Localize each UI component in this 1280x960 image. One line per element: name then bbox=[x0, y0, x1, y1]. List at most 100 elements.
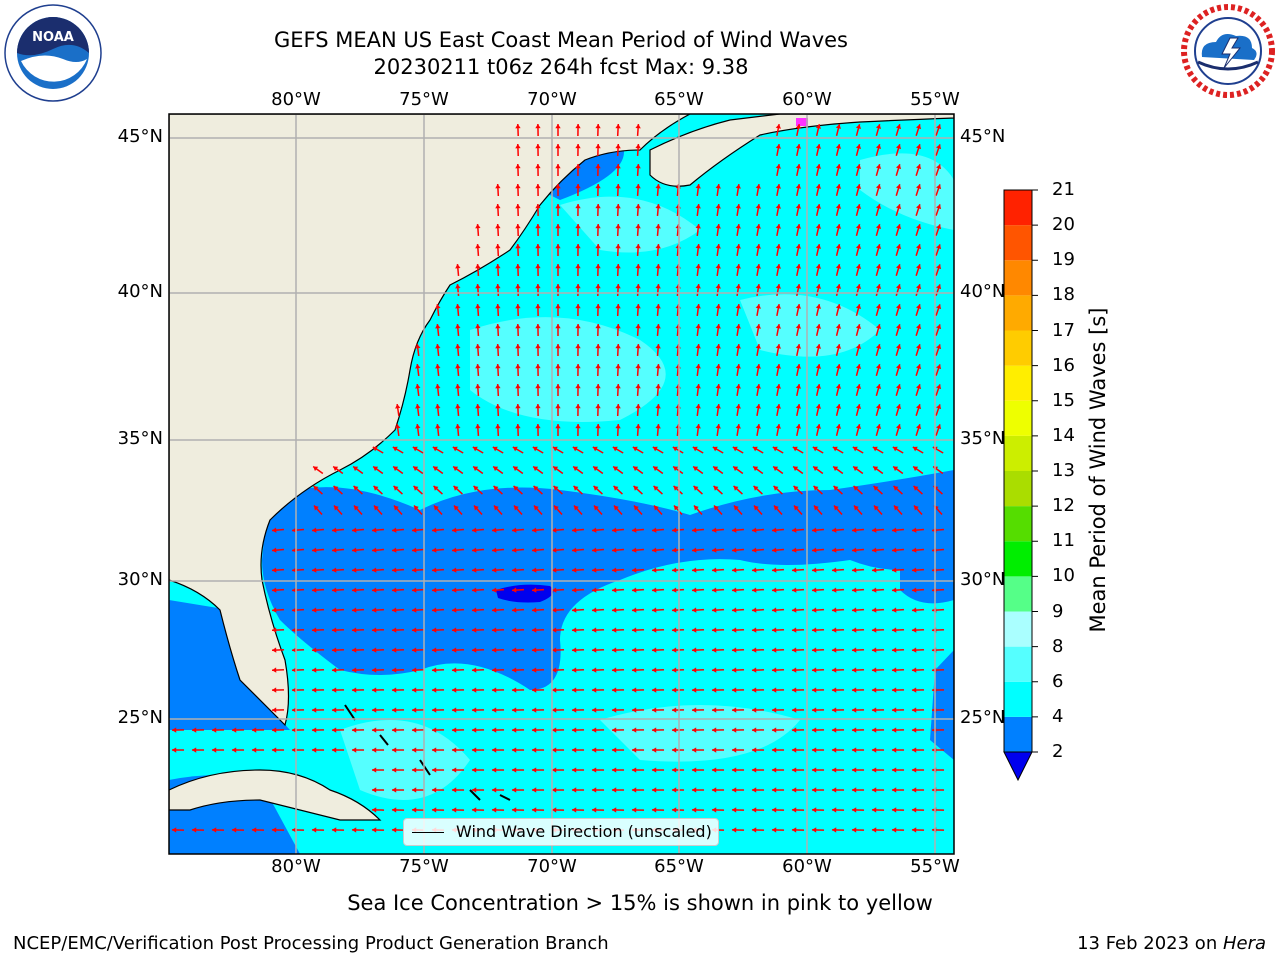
wave-direction-arrowhead bbox=[515, 424, 521, 429]
lat-tick-right: 40°N bbox=[960, 281, 1006, 302]
wave-direction-arrowhead bbox=[595, 144, 601, 149]
wave-direction-arrowhead bbox=[492, 707, 497, 713]
wave-direction-arrowhead bbox=[872, 767, 877, 773]
wave-direction-arrowhead bbox=[552, 807, 557, 813]
wave-direction-arrowhead bbox=[872, 747, 877, 753]
wave-direction-arrowhead bbox=[695, 224, 701, 229]
graticule bbox=[169, 114, 954, 854]
wave-direction-arrowhead bbox=[773, 466, 779, 472]
wave-direction-arrowhead bbox=[232, 727, 237, 733]
wave-direction-arrowhead bbox=[593, 485, 599, 491]
wave-direction-arrowhead bbox=[653, 466, 659, 472]
wave-direction-arrowhead bbox=[392, 627, 397, 633]
wave-direction-arrowhead bbox=[352, 667, 357, 673]
lon-tick-bottom: 65°W bbox=[654, 856, 704, 877]
wave-direction-arrowhead bbox=[713, 485, 719, 491]
wave-direction-arrowhead bbox=[835, 284, 842, 289]
wave-direction-arrowhead bbox=[735, 304, 741, 309]
lon-tick-bottom: 80°W bbox=[271, 856, 321, 877]
wave-direction-arrowhead bbox=[492, 747, 497, 753]
wave-direction-arrowhead bbox=[695, 324, 701, 329]
wave-direction-arrowhead bbox=[412, 627, 417, 633]
wave-direction-arrowhead bbox=[895, 304, 902, 310]
wave-direction-arrowhead bbox=[936, 264, 942, 270]
wave-direction-arrowhead bbox=[692, 747, 697, 753]
map-legend: Wind Wave Direction (unscaled) bbox=[403, 818, 719, 846]
wind-wave-arrows bbox=[171, 123, 945, 833]
wave-direction-arrowhead bbox=[735, 184, 741, 189]
legend-label: Wind Wave Direction (unscaled) bbox=[456, 822, 712, 841]
wave-direction-arrowhead bbox=[552, 627, 557, 633]
wave-direction-arrowhead bbox=[936, 324, 942, 330]
wave-direction-arrowhead bbox=[835, 144, 842, 149]
wave-direction-arrowhead bbox=[572, 647, 577, 653]
wave-direction-arrowhead bbox=[875, 404, 882, 410]
wave-direction-arrowhead bbox=[752, 587, 757, 593]
wave-direction-arrowhead bbox=[612, 647, 617, 653]
wave-direction-arrowhead bbox=[432, 727, 437, 733]
wave-direction-arrowhead bbox=[772, 707, 777, 713]
lon-tick-top: 75°W bbox=[399, 89, 449, 110]
wave-direction-arrowhead bbox=[752, 607, 757, 613]
wave-direction-arrowhead bbox=[735, 424, 741, 429]
wave-direction-arrowhead bbox=[855, 244, 862, 249]
wave-direction-arrowhead bbox=[392, 647, 397, 653]
wave-direction-arrowhead bbox=[673, 466, 679, 472]
wave-direction-arrowhead bbox=[532, 687, 537, 693]
wave-direction-arrowhead bbox=[512, 587, 517, 593]
wave-direction-arrowhead bbox=[415, 364, 421, 369]
wave-direction-arrowhead bbox=[572, 627, 577, 633]
wave-direction-arrowhead bbox=[732, 827, 737, 833]
wave-direction-arrowhead bbox=[912, 446, 918, 452]
wave-direction-arrowhead bbox=[792, 627, 797, 633]
wave-direction-arrowhead bbox=[855, 184, 862, 189]
wave-direction-arrowhead bbox=[795, 184, 801, 189]
wave-direction-arrowhead bbox=[812, 727, 817, 733]
wave-direction-arrowhead bbox=[352, 747, 357, 753]
wave-direction-arrowhead bbox=[535, 384, 541, 389]
wave-direction-arrowhead bbox=[612, 527, 617, 533]
wave-direction-arrowhead bbox=[775, 404, 781, 409]
wave-direction-arrowhead bbox=[495, 184, 501, 189]
wave-direction-arrowhead bbox=[415, 384, 421, 389]
wave-direction-arrowhead bbox=[612, 607, 617, 613]
wave-direction-arrowhead bbox=[495, 284, 501, 289]
wave-direction-arrowhead bbox=[312, 827, 317, 833]
wave-direction-arrowhead bbox=[815, 164, 822, 169]
wave-direction-arrowhead bbox=[392, 767, 397, 773]
wave-direction-arrowhead bbox=[852, 547, 857, 553]
wave-direction-arrowhead bbox=[872, 647, 877, 653]
wave-direction-arrowhead bbox=[915, 304, 922, 310]
colorbar-label: 11 bbox=[1052, 530, 1075, 552]
wave-direction-arrowhead bbox=[555, 424, 561, 429]
wave-direction-arrowhead bbox=[815, 304, 822, 309]
wave-direction-arrowhead bbox=[612, 587, 617, 593]
wave-direction-arrowhead bbox=[412, 587, 417, 593]
chart-subtitle: 20230211 t06z 264h fcst Max: 9.38 bbox=[373, 55, 749, 79]
wave-direction-arrowhead bbox=[555, 244, 561, 249]
wave-direction-arrowhead bbox=[735, 284, 741, 289]
wave-direction-arrowhead bbox=[535, 204, 541, 209]
wave-direction-arrowhead bbox=[492, 667, 497, 673]
wave-direction-arrowhead bbox=[895, 424, 902, 430]
wave-direction-arrowhead bbox=[772, 787, 777, 793]
wave-direction-arrowhead bbox=[475, 284, 481, 289]
wave-direction-arrowhead bbox=[615, 184, 621, 189]
ocean-band-2-4 bbox=[262, 470, 954, 690]
wave-direction-arrowhead bbox=[552, 767, 557, 773]
wave-direction-arrowhead bbox=[775, 424, 781, 429]
wave-direction-arrowhead bbox=[612, 547, 617, 553]
wave-direction-arrowhead bbox=[592, 747, 597, 753]
wave-direction-arrowhead bbox=[613, 466, 619, 472]
wave-direction-arrowhead bbox=[192, 747, 197, 753]
wave-direction-arrowhead bbox=[575, 404, 581, 409]
wave-direction-arrowhead bbox=[652, 607, 657, 613]
colorbar-segment bbox=[1004, 506, 1032, 542]
wave-direction-arrowhead bbox=[452, 607, 457, 613]
wave-direction-arrowhead bbox=[635, 304, 641, 309]
wave-direction-arrowhead bbox=[572, 547, 577, 553]
wave-direction-arrowhead bbox=[415, 404, 421, 409]
wave-direction-arrowhead bbox=[853, 505, 859, 511]
wave-direction-arrowhead bbox=[312, 667, 317, 673]
ocean-lt-2 bbox=[496, 584, 554, 603]
